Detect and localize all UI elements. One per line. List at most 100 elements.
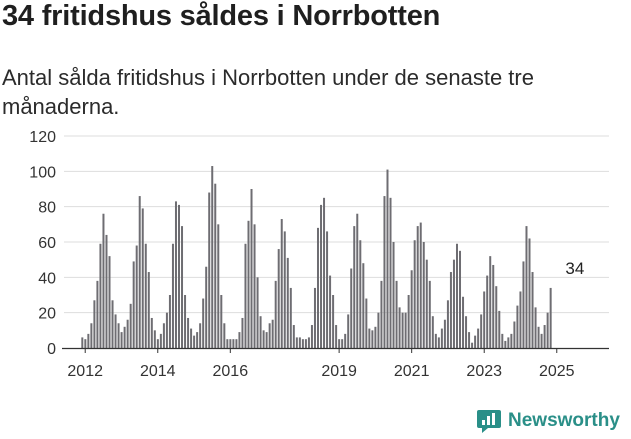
bar <box>262 330 265 348</box>
bar <box>383 196 386 348</box>
bar <box>310 325 313 348</box>
bar <box>99 243 102 348</box>
bar <box>459 250 462 348</box>
bar <box>486 275 489 348</box>
bar <box>211 166 214 348</box>
bar <box>540 333 543 348</box>
bar <box>93 300 96 348</box>
bar <box>259 316 262 348</box>
bar <box>437 337 440 348</box>
newsworthy-logo-icon <box>477 410 501 433</box>
bar <box>341 339 344 348</box>
bar <box>132 261 135 348</box>
bar <box>223 323 226 348</box>
y-tick-label: 120 <box>29 129 56 146</box>
bar <box>265 332 268 348</box>
bar <box>238 332 241 348</box>
bar <box>289 287 292 348</box>
bar <box>410 270 413 348</box>
bar <box>174 201 177 348</box>
y-tick-label: 0 <box>47 341 56 358</box>
chart-title: 34 fritidshus såldes i Norrbotten <box>2 0 441 32</box>
bar <box>416 226 419 348</box>
bar <box>129 303 132 348</box>
brand-logo: Newsworthy <box>476 408 620 434</box>
bar <box>489 256 492 348</box>
bar <box>389 197 392 348</box>
y-tick-label: 100 <box>29 164 56 181</box>
bar <box>84 339 87 348</box>
bar <box>274 280 277 348</box>
bar <box>353 226 356 348</box>
bar <box>329 275 332 348</box>
bar <box>159 333 162 348</box>
bar <box>350 268 353 348</box>
bar <box>537 326 540 348</box>
bar <box>235 339 238 348</box>
bar <box>356 213 359 348</box>
bar <box>477 328 480 348</box>
y-tick-label: 40 <box>38 270 56 287</box>
bar <box>153 330 156 348</box>
bar <box>452 259 455 348</box>
bar <box>398 307 401 348</box>
bar <box>256 277 259 348</box>
x-axis: 2012 2014 2016 2019 2021 2023 2025 <box>62 347 609 380</box>
bar <box>431 316 434 348</box>
bar <box>250 189 253 348</box>
bar <box>304 339 307 348</box>
bar <box>498 310 501 348</box>
bar <box>320 204 323 348</box>
bar <box>549 287 552 348</box>
bar <box>217 224 220 348</box>
bar <box>135 245 138 348</box>
x-tick-label: 2019 <box>321 363 357 380</box>
bar <box>123 326 126 348</box>
x-tick-label: 2014 <box>140 363 176 380</box>
bar <box>359 240 362 348</box>
bar <box>413 240 416 348</box>
bar <box>407 295 410 348</box>
bar <box>232 339 235 348</box>
bar <box>268 323 271 348</box>
bar <box>114 314 117 348</box>
bar <box>338 339 341 348</box>
bar <box>87 333 90 348</box>
bar <box>111 300 114 348</box>
bar <box>138 196 141 348</box>
bar <box>271 319 274 348</box>
bar <box>347 314 350 348</box>
bar <box>196 332 199 348</box>
bar <box>96 280 99 348</box>
bar <box>468 332 471 348</box>
bar <box>156 339 159 348</box>
chart-subtitle: Antal sålda fritidshus i Norrbotten unde… <box>2 65 534 119</box>
bar <box>428 280 431 348</box>
bar <box>323 197 326 348</box>
bar <box>286 257 289 348</box>
bar <box>516 305 519 348</box>
bar <box>455 243 458 348</box>
bar <box>504 340 507 348</box>
bar <box>377 312 380 348</box>
x-tick-label: 2021 <box>394 363 430 380</box>
bar <box>419 222 422 348</box>
bar <box>253 224 256 348</box>
bar <box>371 330 374 348</box>
bar <box>117 323 120 348</box>
x-tick-label: 2012 <box>67 363 103 380</box>
bar <box>480 314 483 348</box>
bar <box>543 325 546 348</box>
bar <box>374 326 377 348</box>
bar <box>301 339 304 348</box>
bar <box>292 325 295 348</box>
bar <box>546 312 549 348</box>
highlight-value-label: 34 <box>565 259 584 278</box>
bar <box>495 286 498 348</box>
bar <box>335 325 338 348</box>
bar <box>90 323 93 348</box>
bar <box>362 263 365 348</box>
bar <box>280 219 283 348</box>
bar <box>229 339 232 348</box>
bar <box>525 226 528 348</box>
